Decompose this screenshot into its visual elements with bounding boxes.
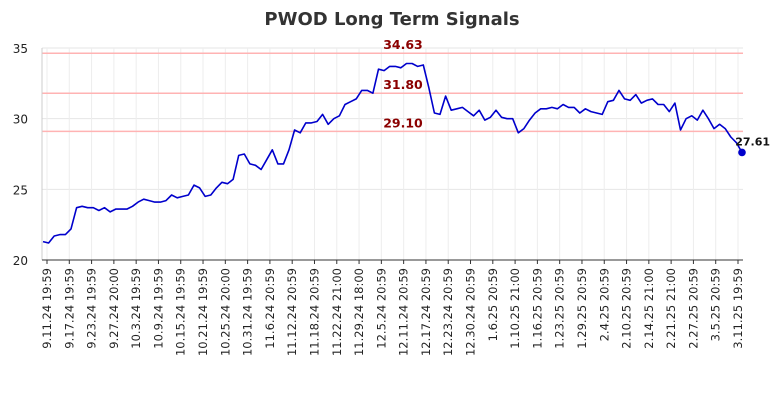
x-tick-label: 2.21.25 21:00 xyxy=(664,268,678,349)
x-tick-label: 10.15.24 19:59 xyxy=(174,268,188,356)
y-tick-label: 25 xyxy=(13,183,28,197)
series: 27.61 xyxy=(42,62,770,244)
x-tick-label: 1.29.25 20:59 xyxy=(575,268,589,349)
x-tick-label: 12.23.24 20:59 xyxy=(441,268,455,356)
x-tick-label: 12.17.24 20:59 xyxy=(419,268,433,356)
x-tick-label: 11.12.24 20:59 xyxy=(285,268,299,356)
y-tick-labels: 20 25 30 35 xyxy=(13,42,28,268)
x-tick-label: 10.25.24 20:00 xyxy=(218,268,232,356)
x-tick-label: 3.11.25 19:59 xyxy=(731,268,745,349)
x-tick-label: 12.5.24 20:59 xyxy=(374,268,388,349)
x-tick-label: 12.30.24 20:59 xyxy=(464,268,478,356)
x-tick-label: 9.23.24 19:59 xyxy=(85,268,99,349)
x-tick-labels: 9.11.24 19:59 9.17.24 19:59 9.23.24 19:59 9… xyxy=(40,268,745,356)
x-tick-label: 11.18.24 20:59 xyxy=(307,268,321,356)
grid xyxy=(42,47,743,261)
x-tick-label: 12.11.24 20:59 xyxy=(397,268,411,356)
x-tick-label: 10.31.24 19:59 xyxy=(241,268,255,356)
x-tick-label: 2.4.25 20:59 xyxy=(597,268,611,341)
price-line xyxy=(42,62,743,244)
last-point-marker xyxy=(738,148,746,157)
signal-line-label: 34.63 xyxy=(383,37,423,52)
x-tick-label: 11.6.24 20:59 xyxy=(263,268,277,349)
x-tick-label: 9.11.24 19:59 xyxy=(40,268,54,349)
x-tick-label: 11.22.24 21:00 xyxy=(330,268,344,356)
horizontal-lines: 34.63 31.80 29.10 xyxy=(42,37,743,133)
x-tick-label: 3.5.25 20:59 xyxy=(709,268,723,341)
x-tick-label: 1.6.25 20:59 xyxy=(486,268,500,341)
x-tick-label: 2.10.25 20:59 xyxy=(620,268,634,349)
x-tick-label: 1.10.25 21:00 xyxy=(508,268,522,349)
x-tick-label: 1.16.25 20:59 xyxy=(530,268,544,349)
x-tick-label: 10.3.24 19:59 xyxy=(129,268,143,349)
last-value-label: 27.61 xyxy=(735,135,770,148)
axes xyxy=(41,48,743,264)
x-tick-label: 10.9.24 19:59 xyxy=(151,268,165,349)
x-tick-label: 2.27.25 20:59 xyxy=(686,268,700,349)
x-tick-label: 1.23.25 20:59 xyxy=(553,268,567,349)
signal-line-label: 31.80 xyxy=(383,77,423,92)
x-tick-label: 2.14.25 21:00 xyxy=(642,268,656,349)
x-tick-label: 9.17.24 19:59 xyxy=(62,268,76,349)
x-tick-label: 11.29.24 18:00 xyxy=(352,268,366,356)
x-tick-label: 9.27.24 20:00 xyxy=(107,268,121,349)
y-tick-label: 30 xyxy=(13,113,28,127)
chart-title: PWOD Long Term Signals xyxy=(264,9,519,30)
signal-line-label: 29.10 xyxy=(383,115,423,130)
y-tick-label: 35 xyxy=(13,42,28,56)
y-tick-label: 20 xyxy=(13,254,28,268)
x-tick-label: 10.21.24 19:59 xyxy=(196,268,210,356)
